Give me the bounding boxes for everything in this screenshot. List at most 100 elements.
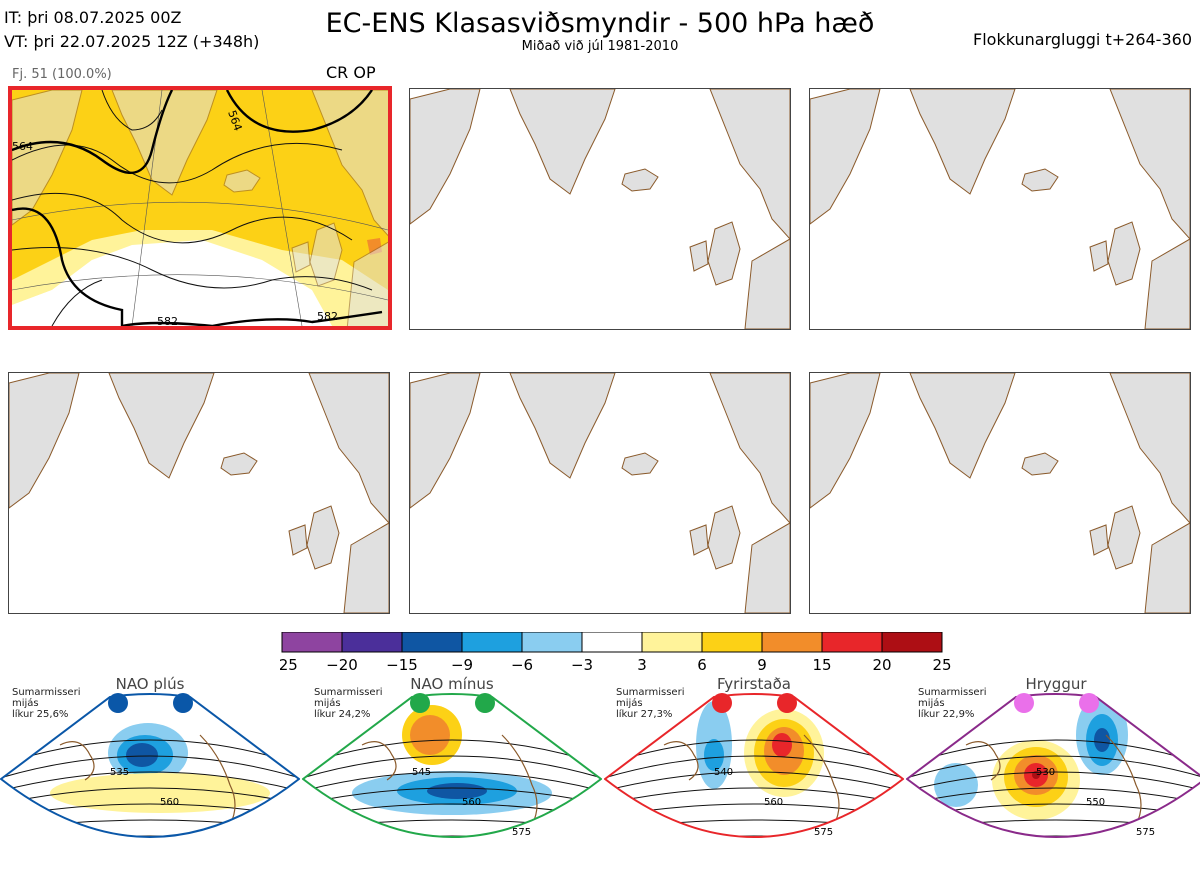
- height-contour: [1, 739, 299, 766]
- cluster-map-5: [409, 372, 791, 614]
- colorbar-swatch: [281, 632, 343, 653]
- regime-note-mode: mijás: [918, 698, 945, 709]
- regime-title: NAO mínus: [410, 675, 494, 693]
- regime-note: Sumarmisseri mijás líkur 24,2%: [314, 687, 382, 720]
- colorbar-swatch: [341, 632, 403, 653]
- cluster-tag: CR OP: [326, 63, 376, 82]
- cluster-map-3: [809, 88, 1191, 330]
- anomaly-blob: [427, 783, 487, 799]
- height-contour: [907, 771, 1200, 792]
- colorbar-swatch: [521, 632, 583, 653]
- cluster-map-1: 564 564 582 582: [8, 86, 392, 330]
- regime-note-mode: mijás: [616, 698, 643, 709]
- anomaly-blob: [410, 715, 450, 755]
- regime-title: NAO plús: [115, 675, 185, 693]
- regime-dot: [475, 693, 495, 713]
- regime-dot: [1014, 693, 1034, 713]
- anomaly-blob: [1032, 771, 1040, 779]
- colorbar-swatch: [581, 632, 643, 653]
- regime-note: Sumarmisseri mijás líkur 27,3%: [616, 687, 684, 720]
- regime-contour-label: 540: [714, 767, 733, 778]
- regime-note-prob: líkur 27,3%: [616, 709, 673, 720]
- anomaly-blob: [704, 739, 724, 771]
- contour-564: [12, 90, 174, 175]
- height-contour: [0, 868, 300, 869]
- regime-dot: [173, 693, 193, 713]
- regime-note-prob: líkur 24,2%: [314, 709, 371, 720]
- height-contour: [605, 755, 903, 779]
- regime-fan-border: [905, 693, 1200, 838]
- cluster-map-6: [809, 372, 1191, 614]
- regime-dot: [410, 693, 430, 713]
- height-contour: [907, 739, 1200, 766]
- regime-fan: 540 560 575: [603, 693, 905, 856]
- height-contour: [1, 771, 299, 792]
- initial-time: IT: þri 08.07.2025 00Z: [4, 8, 182, 27]
- height-contour: [303, 739, 601, 766]
- regime-panel: 540 560 575 Fyrirstaða Sumarmisseri mijás líku…: [603, 675, 905, 871]
- regime-contour-label: 545: [412, 767, 431, 778]
- colorbar-tick-label: 9: [757, 656, 767, 674]
- height-contour: [302, 868, 602, 869]
- height-contour: [303, 771, 601, 792]
- anomaly-blob: [934, 763, 978, 807]
- header-left: IT: þri 08.07.2025 00Z VT: þri 22.07.202…: [4, 6, 259, 54]
- height-contour: [906, 852, 1200, 856]
- regime-contour-label: 550: [1086, 797, 1105, 808]
- regime-dot: [108, 693, 128, 713]
- cluster-map-4: [8, 372, 390, 614]
- height-contour: [605, 771, 903, 792]
- colorbar-swatch: [881, 632, 943, 653]
- anomaly-blob: [126, 743, 158, 767]
- height-contour: [303, 755, 601, 779]
- regime-dot: [1079, 693, 1099, 713]
- anomaly-blob: [772, 733, 792, 757]
- page-title: EC-ENS Klasasviðsmyndir - 500 hPa hæð: [325, 8, 875, 39]
- colorbar-tick-label: 20: [872, 656, 891, 674]
- regime-title: Fyrirstaða: [717, 675, 791, 693]
- regime-note-season: Sumarmisseri: [12, 687, 81, 698]
- colorbar-tick-label: 6: [697, 656, 707, 674]
- regime-contour-label: 575: [512, 827, 531, 838]
- colorbar-swatch: [701, 632, 763, 653]
- colorbar-tick-label: −9: [451, 656, 473, 674]
- colorbar-swatch: [761, 632, 823, 653]
- regime-dot: [712, 693, 732, 713]
- regime-fan: 535 560: [0, 693, 301, 869]
- regime-fan: 545 560 575: [301, 693, 603, 869]
- regime-note: Sumarmisseri mijás líkur 25,6%: [12, 687, 80, 720]
- colorbar-tick-label: 25: [932, 656, 951, 674]
- contour-label-582-mid: 582: [157, 315, 178, 326]
- colorbar-tick-label: −20: [326, 656, 358, 674]
- height-contour: [907, 787, 1200, 805]
- colorbar-tick-label: 15: [812, 656, 831, 674]
- valid-time: VT: þri 22.07.2025 12Z (+348h): [4, 32, 260, 51]
- regime-fan-border: [0, 693, 301, 838]
- cluster-map-1-svg: 564 564 582 582: [12, 90, 388, 326]
- regime-contour-label: 560: [764, 797, 783, 808]
- regime-fan: 530 550 575: [905, 693, 1200, 869]
- colorbar-swatch: [641, 632, 703, 653]
- regime-note-prob: líkur 25,6%: [12, 709, 69, 720]
- contour-label-564-left: 564: [12, 140, 33, 153]
- regime-note-prob: líkur 22,9%: [918, 709, 975, 720]
- cluster-count-label: Fj. 51 (100.0%): [12, 67, 112, 82]
- regime-contour-label: 535: [110, 767, 129, 778]
- anomaly-blob: [1094, 728, 1110, 752]
- regime-dot: [777, 693, 797, 713]
- height-contour: [604, 852, 904, 856]
- header-center: EC-ENS Klasasviðsmyndir - 500 hPa hæð Mi…: [300, 8, 900, 54]
- classification-window: Flokkunargluggi t+264-360: [973, 30, 1192, 49]
- regime-fan-border: [603, 693, 905, 838]
- regime-fan-border: [301, 693, 603, 838]
- regime-panel: 535 560 NAO plús Sumarmisseri mijás líkur 25,…: [0, 675, 301, 871]
- regime-contour-label: 560: [160, 797, 179, 808]
- colorbar-swatch: [821, 632, 883, 653]
- height-contour: [907, 755, 1200, 779]
- height-contour: [303, 787, 601, 805]
- height-contour: [906, 868, 1200, 869]
- anomaly-blob: [50, 773, 270, 813]
- page-subtitle: Miðað við júl 1981-2010: [521, 39, 679, 54]
- regime-panel: 545 560 575 NAO mínus Sumarmisseri mijás líkur…: [301, 675, 603, 871]
- colorbar-swatch: [461, 632, 523, 653]
